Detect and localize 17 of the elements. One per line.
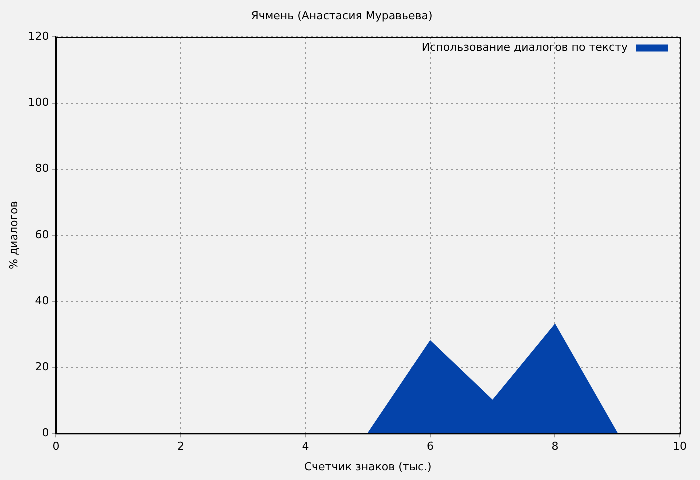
y-tick-label: 0 xyxy=(42,426,50,440)
x-tick-label: 0 xyxy=(52,440,60,454)
x-tick-label: 6 xyxy=(426,440,434,454)
legend-label: Использование диалогов по тексту xyxy=(422,41,628,54)
y-tick-label: 60 xyxy=(35,228,50,242)
y-tick-label: 40 xyxy=(35,294,50,308)
y-tick-label: 120 xyxy=(28,30,50,44)
x-tick-label: 2 xyxy=(177,440,184,454)
x-tick-label: 8 xyxy=(552,440,559,454)
y-tick-label: 100 xyxy=(28,96,50,110)
x-tick-label: 10 xyxy=(673,440,687,454)
y-tick-label: 80 xyxy=(35,162,50,176)
x-tick-label: 4 xyxy=(302,440,310,454)
x-axis-title: Счетчик знаков (тыс.) xyxy=(304,460,432,474)
y-tick-label: 20 xyxy=(35,360,50,374)
y-axis-title: % диалогов xyxy=(7,201,20,270)
chart-title: Ячмень (Анастасия Муравьева) xyxy=(251,9,433,22)
